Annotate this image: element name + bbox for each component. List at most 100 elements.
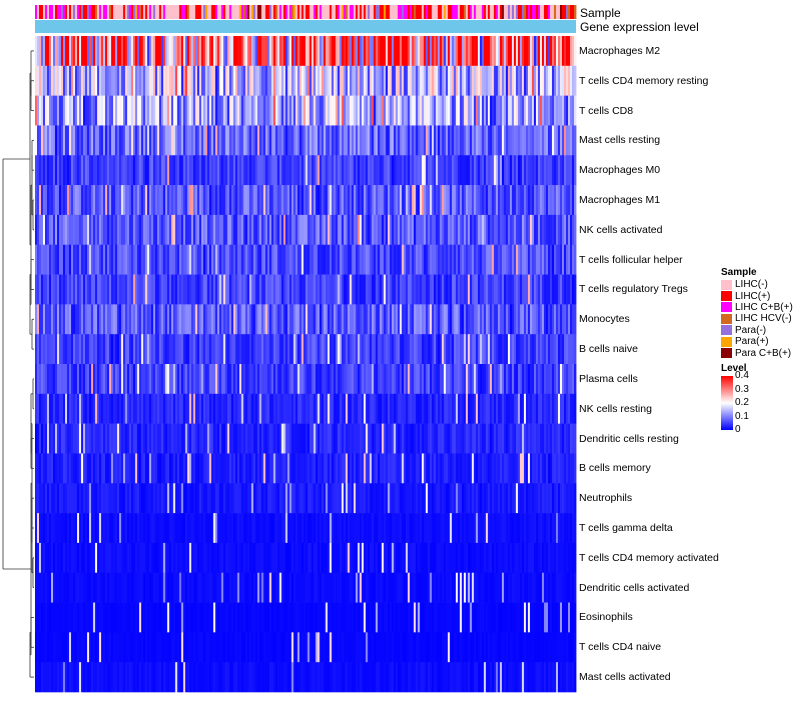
sample-annotation-cell [73, 5, 76, 19]
heatmap-cell [227, 214, 230, 246]
heatmap-cell [487, 483, 491, 514]
heatmap-cell [481, 483, 485, 514]
heatmap-cell [539, 334, 543, 365]
heatmap-cell [109, 393, 112, 424]
heatmap-cell [187, 214, 190, 246]
heatmap-cell [267, 423, 270, 454]
sample-annotation-cell [427, 5, 431, 19]
heatmap-cell [571, 214, 575, 246]
heatmap-cell [117, 453, 120, 484]
heatmap-cell [233, 483, 236, 514]
heatmap-cell [173, 155, 176, 186]
heatmap-cell [399, 185, 403, 216]
heatmap-cell [303, 513, 306, 544]
heatmap-cell [565, 393, 569, 424]
heatmap-cell [95, 125, 98, 156]
heatmap-cell [435, 244, 439, 275]
heatmap-cell [149, 65, 152, 96]
heatmap-cell [511, 483, 515, 514]
heatmap-cell [259, 36, 262, 67]
heatmap-cell [387, 65, 391, 96]
heatmap-cell [521, 36, 525, 67]
sample-annotation-cell [267, 5, 270, 19]
heatmap-cell [551, 274, 555, 305]
heatmap-cell [79, 185, 82, 216]
heatmap-cell [573, 304, 577, 335]
heatmap-cell [167, 95, 170, 126]
heatmap-cell [501, 483, 505, 514]
heatmap-cell [209, 393, 212, 424]
heatmap-cell [227, 304, 230, 335]
heatmap-cell [157, 244, 160, 275]
heatmap-cell [279, 304, 282, 335]
heatmap-cell [549, 334, 553, 365]
heatmap-cell [335, 125, 338, 156]
heatmap-cell [185, 453, 188, 484]
heatmap-cell [409, 364, 413, 395]
heatmap-cell [447, 65, 451, 96]
heatmap-cell [457, 393, 461, 424]
heatmap-cell [389, 364, 393, 395]
heatmap-cell [549, 125, 553, 156]
heatmap-cell [345, 125, 348, 156]
heatmap-cell [49, 95, 52, 126]
heatmap-cell [505, 125, 509, 156]
heatmap-cell [61, 125, 64, 156]
sample-annotation-cell [307, 5, 310, 19]
heatmap-cell [87, 155, 90, 186]
heatmap-cell [241, 95, 244, 126]
heatmap-cell [341, 453, 344, 484]
heatmap-cell [281, 423, 284, 454]
heatmap-cell [81, 483, 84, 514]
heatmap-cell [179, 125, 182, 156]
heatmap-cell [369, 65, 373, 96]
heatmap-cell [393, 95, 397, 126]
heatmap-cell [461, 155, 465, 186]
heatmap-cell [531, 364, 535, 395]
heatmap-cell [49, 513, 52, 544]
heatmap-cell [221, 453, 224, 484]
heatmap-cell [547, 244, 551, 275]
heatmap-cell [139, 542, 142, 574]
heatmap-cell [545, 185, 549, 216]
heatmap-cell [49, 36, 52, 67]
heatmap-cell [361, 65, 365, 96]
sample-annotation-cell [245, 5, 248, 19]
heatmap-cell [265, 304, 268, 335]
sample-annotation-cell [257, 5, 260, 19]
heatmap-cell [415, 214, 419, 246]
heatmap-cell [149, 334, 152, 365]
heatmap-cell [245, 244, 248, 275]
heatmap-cell [247, 334, 250, 365]
heatmap-cell [95, 453, 98, 484]
heatmap-cell [349, 453, 352, 484]
sample-annotation-cell [67, 5, 70, 19]
heatmap-cell [539, 244, 543, 275]
heatmap-cell [497, 453, 501, 484]
heatmap-cell [299, 334, 302, 365]
heatmap-cell [531, 36, 535, 67]
heatmap-cell [205, 95, 208, 126]
sample-annotation-cell [75, 5, 78, 19]
heatmap-cell [317, 244, 320, 275]
heatmap-cell [287, 125, 290, 156]
heatmap-cell [285, 364, 288, 395]
heatmap-cell [357, 185, 360, 216]
heatmap-cell [215, 155, 218, 186]
heatmap-cell [105, 155, 108, 186]
heatmap-cell [341, 513, 344, 544]
heatmap-cell [555, 214, 559, 246]
heatmap-cell [111, 65, 114, 96]
heatmap-cell [303, 453, 306, 484]
heatmap-cell [139, 95, 142, 126]
heatmap-cell [229, 65, 232, 96]
sample-annotation-cell [211, 5, 214, 19]
heatmap-cell [483, 214, 487, 246]
heatmap-cell [471, 185, 475, 216]
heatmap-cell [187, 542, 190, 574]
heatmap-cell [221, 393, 224, 424]
heatmap-cell [517, 453, 521, 484]
heatmap-cell [519, 393, 523, 424]
heatmap-cell [375, 244, 379, 275]
heatmap-cell [221, 274, 224, 305]
